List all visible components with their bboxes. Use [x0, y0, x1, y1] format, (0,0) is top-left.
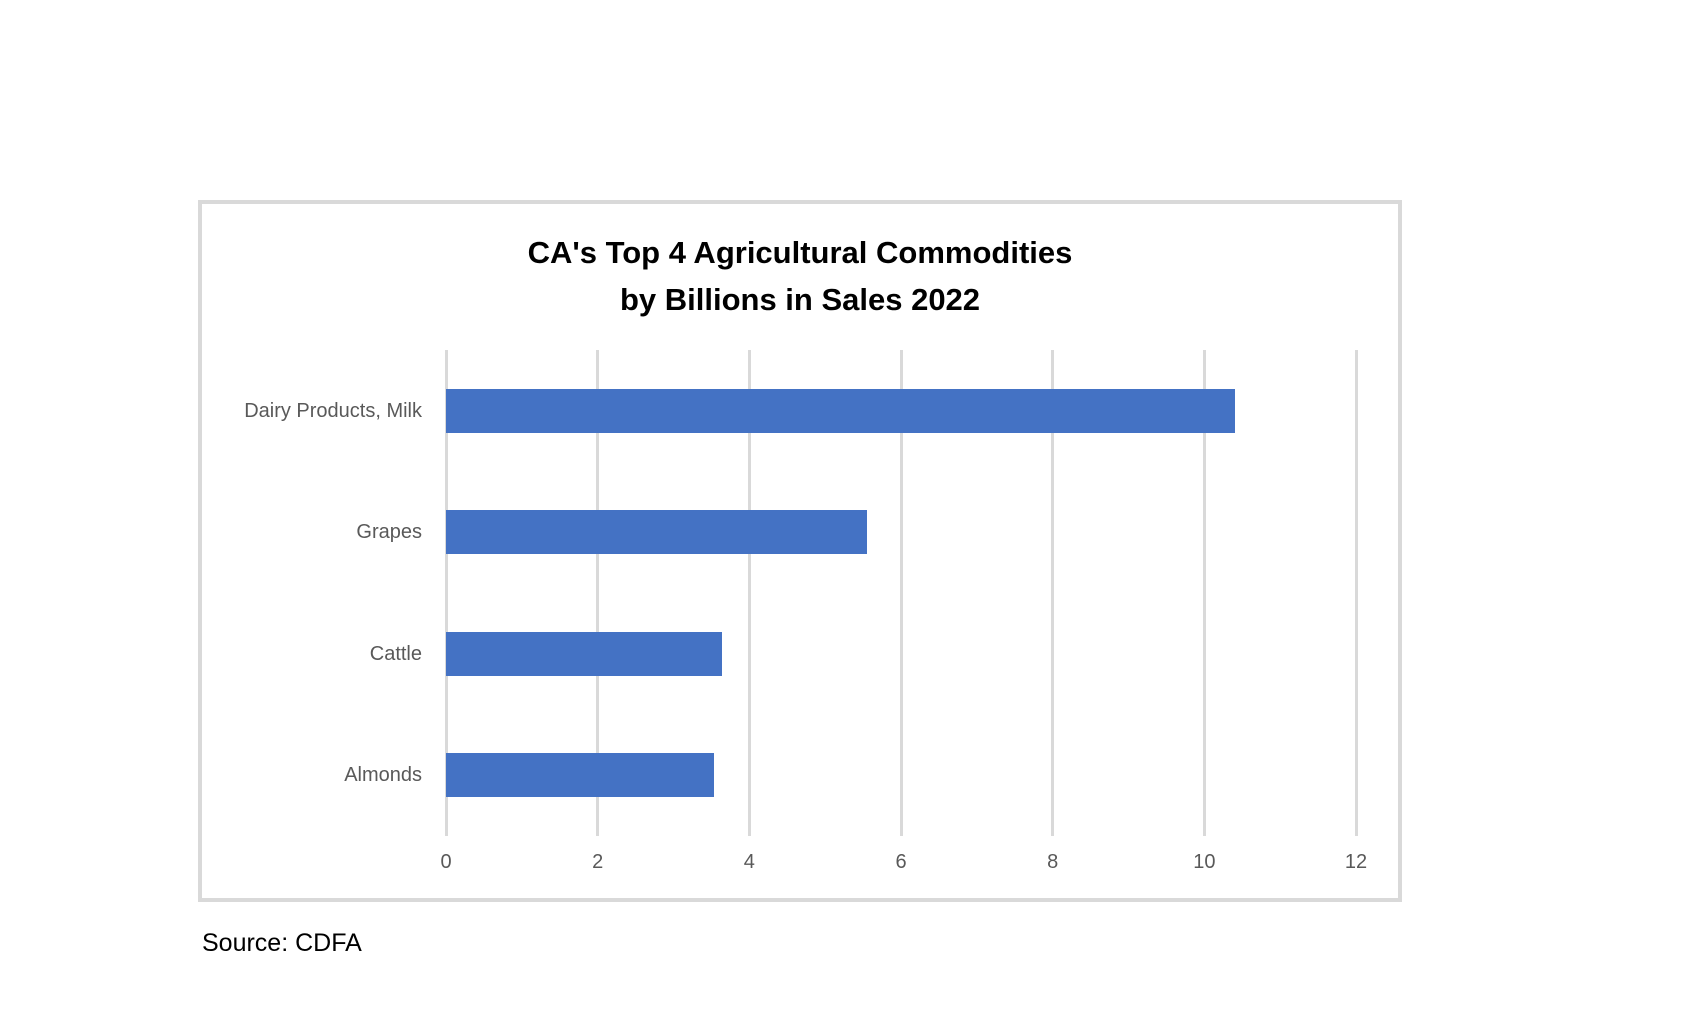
bar [446, 388, 1235, 433]
y-axis-category-label: Cattle [369, 642, 422, 665]
chart-title-line-1: CA's Top 4 Agricultural Commodities [527, 235, 1073, 270]
gridline [899, 350, 903, 836]
gridline [444, 350, 448, 836]
gridline [1202, 350, 1206, 836]
x-axis-tick-label: 0 [440, 851, 452, 873]
y-axis-category-label: Dairy Products, Milk [244, 399, 422, 422]
bar [446, 631, 723, 676]
chart-title: CA's Top 4 Agricultural Commodities by B… [202, 229, 1398, 323]
gridline [596, 350, 600, 836]
x-axis-tick-label: 10 [1193, 851, 1216, 873]
gridline [747, 350, 751, 836]
bar [446, 753, 714, 798]
y-axis-category-label: Almonds [344, 764, 422, 787]
x-axis-tick-label: 6 [895, 851, 907, 873]
gridline [1354, 350, 1358, 836]
chart-container: CA's Top 4 Agricultural Commodities by B… [198, 200, 1402, 902]
bar [446, 510, 867, 555]
x-axis-tick-label: 2 [592, 851, 604, 873]
source-note: Source: CDFA [202, 929, 362, 957]
chart-title-line-2: by Billions in Sales 2022 [619, 282, 981, 317]
y-axis-category-label: Grapes [356, 521, 422, 544]
plot-area: 0 2 4 6 8 10 12 Dairy Products, Milk Grapes Cattl… [244, 350, 1367, 873]
x-axis-tick-label: 12 [1344, 851, 1368, 873]
x-axis-tick-label: 8 [1047, 851, 1059, 873]
gridline [1051, 350, 1055, 836]
x-axis-tick-label: 4 [743, 851, 755, 873]
